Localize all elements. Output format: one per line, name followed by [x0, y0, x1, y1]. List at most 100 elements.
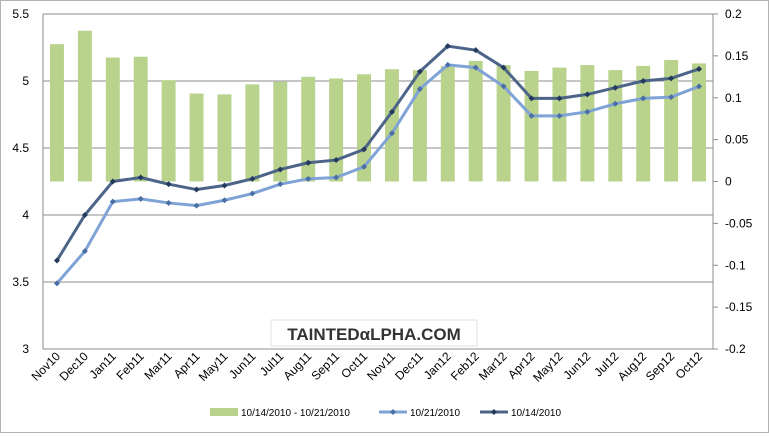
data-point [165, 199, 172, 206]
data-point [137, 174, 144, 181]
right-tick-label: -0.1 [725, 258, 746, 272]
data-point [165, 181, 172, 188]
right-tick-label: -0.05 [725, 216, 753, 230]
x-tick-label: Sep11 [308, 349, 342, 383]
bar [412, 70, 427, 182]
data-point [612, 84, 619, 91]
left-axis-ticks: 3 3.5 4 4.5 5 5.5 [12, 7, 29, 356]
data-point [333, 174, 340, 181]
x-tick-label: Mar11 [141, 349, 175, 383]
left-tick-label: 5 [22, 74, 29, 88]
data-point [305, 159, 312, 166]
data-point [640, 95, 647, 102]
data-point [193, 202, 200, 209]
bar [524, 70, 539, 182]
data-point [668, 75, 675, 82]
right-tick-label: 0 [725, 175, 732, 189]
data-point [668, 94, 675, 101]
right-tick-label: 0.1 [725, 91, 742, 105]
legend-marker [491, 409, 497, 415]
bar [440, 65, 455, 182]
data-point [528, 95, 535, 102]
data-point [416, 86, 423, 93]
left-tick-label: 3.5 [12, 275, 29, 289]
data-point [472, 64, 479, 71]
bar [189, 93, 204, 182]
bar [580, 65, 595, 182]
data-point [109, 178, 116, 185]
x-tick-label: Dec11 [392, 349, 426, 383]
bar [496, 65, 511, 182]
bar-series [49, 30, 707, 182]
bar [273, 81, 288, 182]
data-point [305, 175, 312, 182]
x-tick-label: Jun12 [560, 349, 593, 382]
data-point [333, 157, 340, 164]
data-point [696, 65, 703, 72]
data-point [221, 197, 228, 204]
data-point [53, 280, 60, 287]
bar [49, 44, 64, 182]
data-point [81, 248, 88, 255]
legend-marker [390, 409, 396, 415]
data-point [81, 212, 88, 218]
data-point [444, 43, 451, 50]
legend-label: 10/14/2010 [511, 408, 561, 419]
bar [161, 80, 176, 182]
legend-label: 10/21/2010 [410, 408, 460, 419]
x-tick-label: Feb12 [448, 349, 482, 383]
data-point [640, 78, 647, 84]
data-point [109, 198, 116, 205]
bar [105, 57, 120, 182]
data-point [361, 163, 368, 170]
data-point [249, 175, 256, 182]
data-point [444, 61, 451, 68]
data-point [528, 112, 535, 119]
x-tick-label: Jan12 [421, 349, 454, 382]
bar [552, 67, 567, 182]
right-tick-label: 0.15 [725, 49, 749, 63]
x-tick-label: Mar12 [476, 349, 510, 383]
data-point [137, 195, 144, 202]
legend-item: 10/14/2010 - 10/21/2010 [210, 408, 350, 419]
bar [301, 76, 316, 182]
data-point [277, 181, 284, 188]
x-tick-label: May11 [196, 349, 231, 384]
data-point [584, 108, 591, 115]
left-tick-label: 4 [22, 208, 29, 222]
data-point [388, 108, 395, 115]
data-point [221, 182, 228, 189]
x-tick-label: Sep12 [643, 349, 678, 384]
right-tick-label: 0.2 [725, 7, 742, 21]
x-tick-label: Oct11 [338, 349, 370, 381]
legend-item: 10/14/2010 [480, 408, 561, 419]
right-tick-label: 0.05 [725, 133, 749, 147]
watermark-text: TAINTEDαLPHA.COM [287, 325, 461, 344]
axes [42, 13, 718, 350]
x-axis-ticks: Nov10Dec10Jan11Feb11Mar11Apr11May11Jun11… [29, 349, 706, 385]
data-point [584, 91, 591, 98]
right-tick-label: -0.15 [725, 300, 753, 314]
gridlines [43, 13, 713, 350]
data-point [696, 83, 703, 90]
bar [245, 84, 260, 182]
data-point [416, 68, 423, 75]
data-point [193, 186, 200, 193]
data-point [556, 112, 563, 119]
legend-swatch [210, 408, 238, 416]
bar [133, 56, 148, 182]
legend-label: 10/14/2010 - 10/21/2010 [241, 408, 350, 419]
legend-item: 10/21/2010 [379, 408, 460, 419]
bar [636, 65, 651, 182]
data-point [500, 64, 507, 71]
bar [217, 94, 232, 182]
bar [384, 69, 399, 182]
line-series [53, 43, 703, 287]
left-tick-label: 5.5 [12, 7, 29, 21]
bar [77, 30, 92, 182]
x-tick-label: May12 [530, 349, 566, 385]
x-tick-label: Jan11 [87, 349, 120, 382]
right-axis-ticks: -0.2 -0.15 -0.1 -0.05 0 0.05 0.1 0.15 0.2 [725, 7, 753, 356]
